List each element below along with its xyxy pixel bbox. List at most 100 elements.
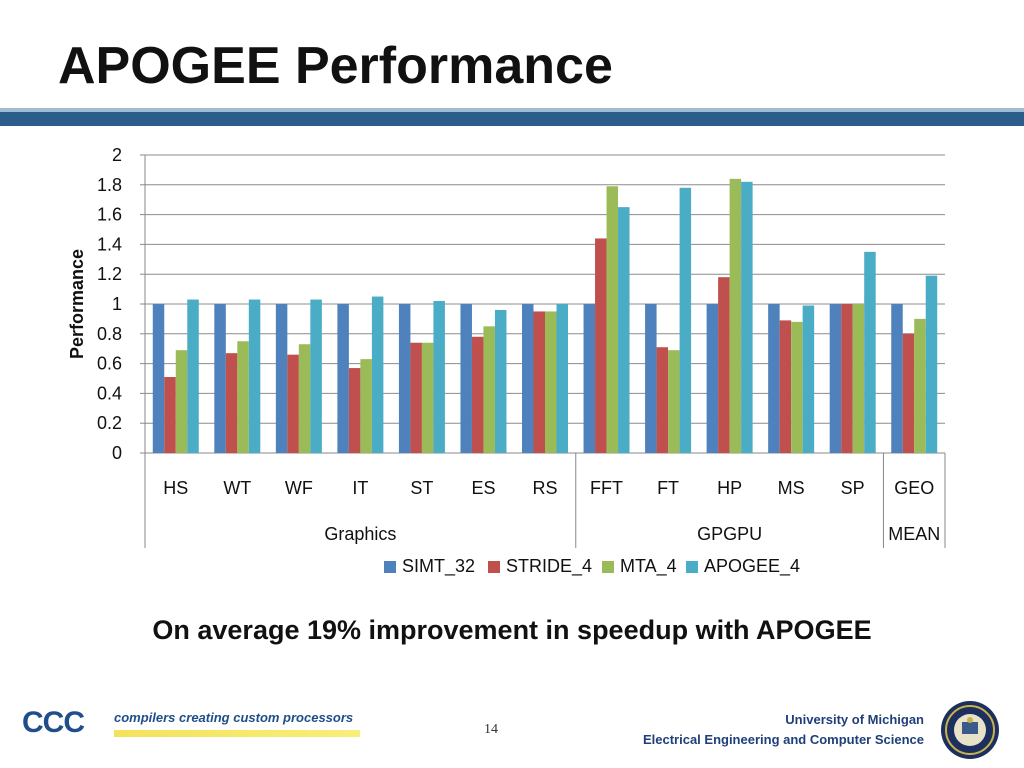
y-tick-label: 1.2: [97, 264, 122, 284]
y-tick-label: 0.8: [97, 324, 122, 344]
bar-stride-4-it: [348, 368, 361, 453]
bar-apogee-4-hp: [741, 181, 753, 453]
bar-mta-4-wt: [237, 341, 249, 453]
bar-mta-4-es: [483, 326, 495, 453]
bar-simt-32-ft: [645, 304, 657, 453]
bar-mta-4-rs: [545, 311, 557, 453]
bar-simt-32-sp: [829, 304, 842, 453]
y-tick-label: 1: [112, 294, 122, 314]
ccc-logo: CCC compilers creating custom processors: [22, 702, 362, 746]
y-axis-label: Performance: [67, 249, 87, 359]
bar-mta-4-ms: [791, 321, 803, 453]
bar-simt-32-hs: [152, 304, 165, 453]
bar-stride-4-hs: [164, 377, 176, 453]
bar-mta-4-ft: [668, 350, 680, 453]
bar-stride-4-wt: [225, 353, 238, 453]
footer-university: University of Michigan: [785, 712, 924, 727]
x-category-label: MS: [778, 478, 805, 498]
bar-apogee-4-es: [494, 309, 507, 453]
bar-simt-32-it: [337, 304, 349, 453]
bar-apogee-4-wt: [248, 299, 261, 453]
x-group-label: GPGPU: [697, 524, 762, 544]
legend-swatch: [488, 561, 500, 573]
bar-mta-4-hs: [175, 350, 188, 453]
x-category-label: WF: [285, 478, 313, 498]
bar-simt-32-wt: [214, 304, 226, 453]
x-category-label: HP: [717, 478, 742, 498]
x-category-label: HS: [163, 478, 188, 498]
bar-simt-32-fft: [583, 304, 596, 453]
x-category-label: ES: [471, 478, 495, 498]
bar-stride-4-hp: [718, 277, 730, 453]
page-number: 14: [484, 722, 498, 737]
title-accent-bar-light: [0, 108, 1024, 112]
legend-swatch: [384, 561, 396, 573]
bar-simt-32-st: [398, 304, 411, 453]
title-accent-bar: [0, 112, 1024, 126]
x-category-label: WT: [223, 478, 251, 498]
bar-stride-4-ft: [656, 347, 669, 453]
bar-apogee-4-it: [371, 296, 384, 453]
performance-bar-chart: 0 0.2 0.4 0.6 0.8 1 1.2 1.4 1.6 1.8 2 Performance HS…: [67, 145, 946, 577]
y-tick-label: 1.6: [97, 205, 122, 225]
bar-stride-4-sp: [841, 304, 853, 453]
bar-apogee-4-st: [433, 301, 445, 453]
legend-label: SIMT_32: [402, 556, 475, 577]
bar-mta-4-it: [360, 359, 372, 453]
bar-stride-4-geo: [902, 333, 915, 453]
bar-apogee-4-fft: [618, 207, 630, 453]
bar-simt-32-rs: [522, 304, 534, 453]
bar-apogee-4-ft: [679, 187, 692, 453]
bar-apogee-4-rs: [556, 304, 568, 453]
x-category-label: FT: [657, 478, 679, 498]
y-tick-label: 2: [112, 145, 122, 165]
university-seal-icon: [941, 701, 999, 759]
bar-stride-4-es: [471, 336, 484, 453]
legend-swatch: [602, 561, 614, 573]
bar-mta-4-geo: [914, 318, 926, 453]
x-category-label: IT: [352, 478, 368, 498]
bar-mta-4-wf: [298, 344, 311, 453]
bar-stride-4-st: [410, 342, 422, 453]
x-category-label: ST: [410, 478, 433, 498]
bar-mta-4-fft: [606, 186, 619, 454]
bar-stride-4-ms: [779, 320, 792, 453]
y-tick-label: 1.8: [97, 175, 122, 195]
legend-label: STRIDE_4: [506, 556, 592, 577]
y-tick-label: 1.4: [97, 234, 122, 254]
bar-apogee-4-sp: [864, 251, 876, 453]
bar-simt-32-geo: [891, 304, 903, 453]
footer-department: Electrical Engineering and Computer Scie…: [642, 732, 924, 747]
ccc-logo-tagline: compilers creating custom processors: [114, 710, 354, 725]
legend-label: MTA_4: [620, 556, 677, 577]
y-tick-label: 0.2: [97, 413, 122, 433]
slide-title: APOGEE Performance: [58, 37, 613, 95]
x-group-label: MEAN: [888, 524, 940, 544]
bar-simt-32-ms: [768, 304, 780, 453]
summary-callout: On average 19% improvement in speedup wi…: [152, 615, 872, 645]
footer-affiliation: University of Michigan Electrical Engine…: [643, 710, 924, 750]
legend-swatch: [686, 561, 698, 573]
bar-apogee-4-geo: [925, 275, 938, 453]
x-category-label: FFT: [590, 478, 623, 498]
bar-mta-4-sp: [852, 304, 865, 453]
bar-apogee-4-hs: [187, 299, 199, 453]
bar-mta-4-st: [421, 342, 434, 453]
bar-apogee-4-wf: [310, 299, 322, 453]
bar-simt-32-wf: [275, 304, 288, 453]
y-tick-label: 0.6: [97, 354, 122, 374]
bar-simt-32-es: [460, 304, 472, 453]
bar-stride-4-rs: [533, 311, 545, 453]
logo-underline: [114, 730, 360, 737]
x-group-label: Graphics: [324, 524, 396, 544]
x-category-label: GEO: [894, 478, 934, 498]
ccc-logo-mark: CCC: [22, 706, 85, 739]
y-tick-label: 0: [112, 443, 122, 463]
bar-stride-4-wf: [287, 354, 299, 453]
bar-mta-4-hp: [729, 178, 742, 453]
bar-simt-32-hp: [706, 304, 719, 453]
bar-apogee-4-ms: [802, 305, 815, 453]
legend-label: APOGEE_4: [704, 556, 800, 577]
x-category-label: RS: [532, 478, 557, 498]
bar-stride-4-fft: [595, 238, 607, 453]
